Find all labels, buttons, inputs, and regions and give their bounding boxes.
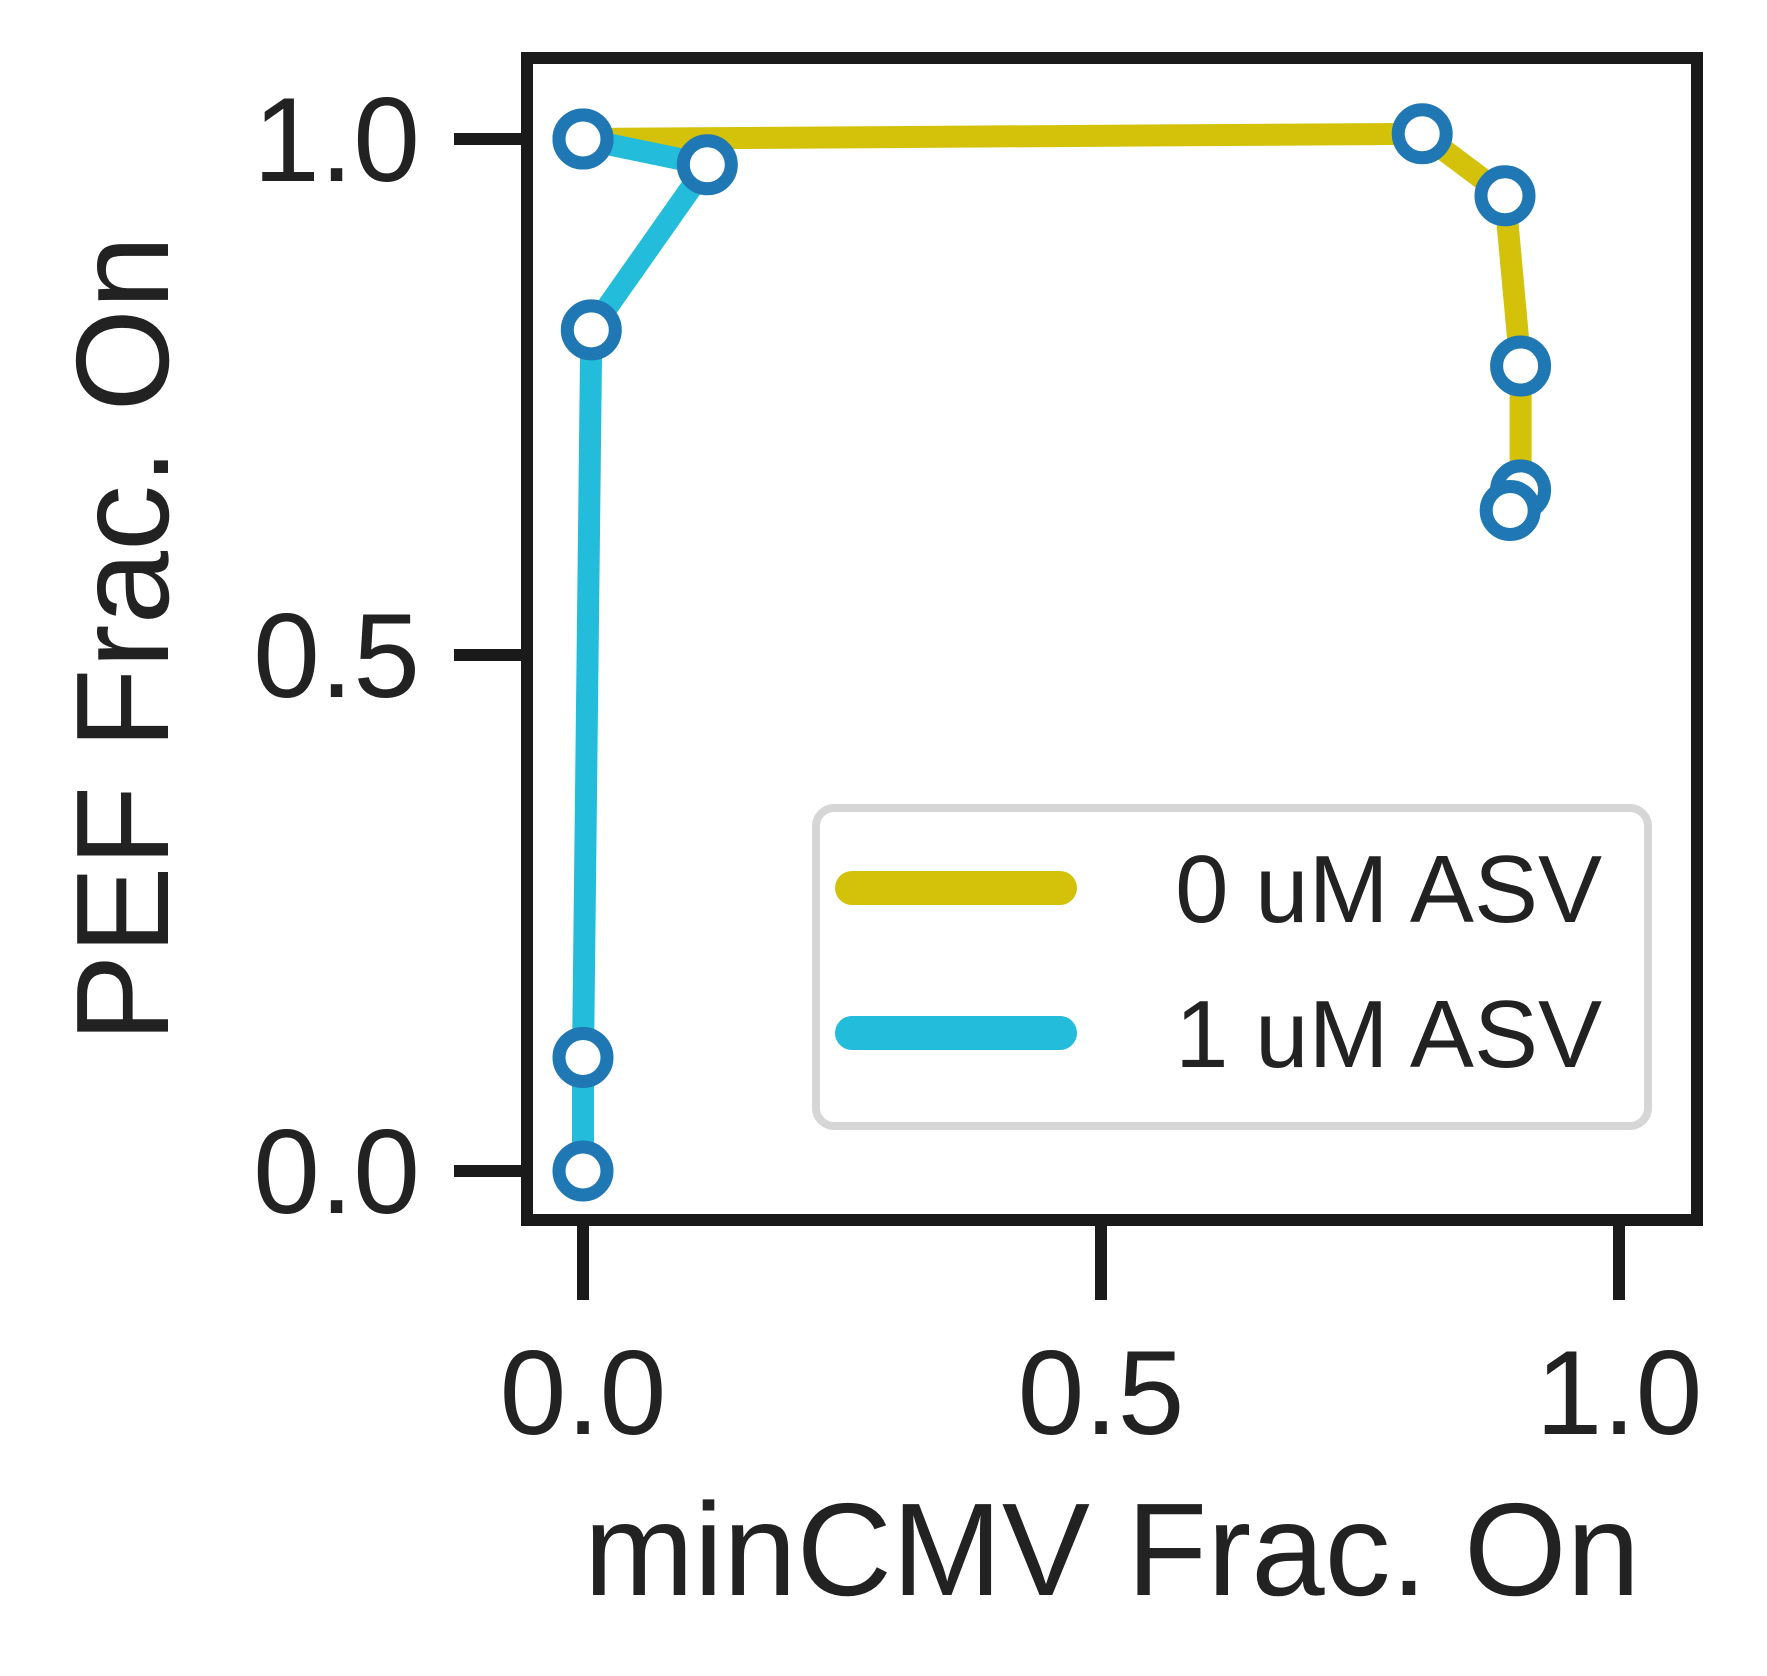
data-point-1-3 — [683, 141, 731, 189]
data-point-1-1 — [559, 1034, 607, 1082]
data-point-1-0 — [559, 1147, 607, 1195]
data-point-0-2 — [1481, 172, 1529, 220]
y-tick-label: 0.5 — [253, 589, 420, 723]
legend: 0 uM ASV 1 uM ASV — [816, 808, 1648, 1126]
data-point-1-2 — [567, 306, 615, 354]
data-point-0-3 — [1497, 342, 1545, 390]
y-tick-label: 1.0 — [253, 73, 420, 207]
data-point-0-1 — [1398, 110, 1446, 158]
x-tick-label: 0.5 — [1018, 1326, 1185, 1460]
y-axis-title: PEF Frac. On — [49, 236, 196, 1043]
x-tick-label: 0.0 — [500, 1326, 667, 1460]
legend-label-0: 0 uM ASV — [1175, 836, 1602, 943]
legend-label-1: 1 uM ASV — [1175, 981, 1602, 1088]
y-axis-ticks: 0.0 0.5 1.0 — [253, 73, 521, 1239]
x-axis-title: minCMV Frac. On — [584, 1476, 1640, 1623]
data-point-0-5 — [1486, 487, 1534, 535]
series-line-1 — [583, 139, 707, 1171]
x-tick-label: 1.0 — [1536, 1326, 1703, 1460]
x-axis-ticks: 0.0 0.5 1.0 — [500, 1226, 1703, 1460]
data-point-1-4 — [559, 115, 607, 163]
y-tick-label: 0.0 — [253, 1105, 420, 1239]
